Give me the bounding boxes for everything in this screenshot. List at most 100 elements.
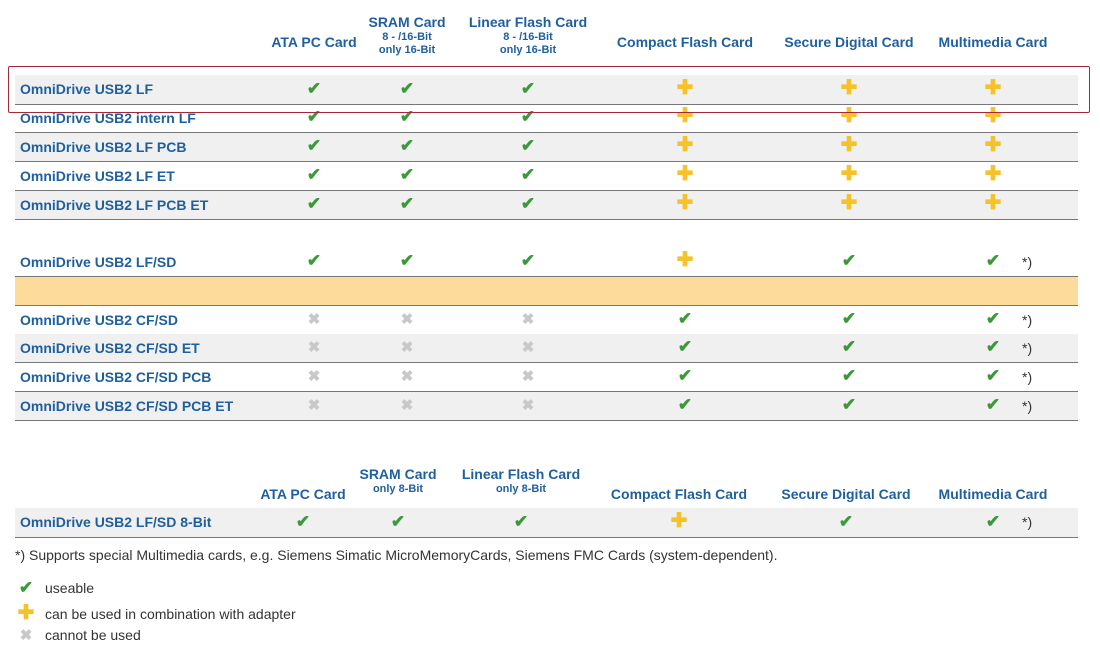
column-header-title: ATA PC Card (271, 34, 357, 50)
check-icon: ✔ (306, 79, 322, 98)
table-cell: ✔ (978, 306, 1008, 334)
column-header: ATA PC Card (223, 486, 383, 503)
column-header-title: Multimedia Card (938, 34, 1048, 50)
table-cell: ✚ (834, 75, 864, 104)
row-note: *) (1022, 514, 1033, 530)
table-cell: ✖ (513, 363, 543, 391)
column-header-title: Linear Flash Card (461, 466, 581, 482)
column-header-subtitle: 8 - /16-Bit (382, 30, 432, 43)
cross-icon: ✖ (521, 397, 535, 414)
table-cell: ✔ (392, 162, 422, 190)
check-icon: ✔ (399, 251, 415, 270)
row-label: OmniDrive USB2 CF/SD ET (20, 340, 200, 356)
table-cell: ✚ (978, 162, 1008, 190)
cross-icon: ✖ (521, 339, 535, 356)
legend-item: ✖ cannot be used (15, 627, 141, 643)
plus-icon: ✚ (676, 249, 694, 271)
table-cell: ✔ (978, 248, 1008, 276)
cross-icon: ✖ (400, 339, 414, 356)
column-header-title: Compact Flash Card (610, 486, 748, 502)
table-cell: ✔ (392, 75, 422, 104)
row-note: *) (1022, 312, 1033, 328)
table-cell: ✔ (513, 75, 543, 104)
plus-icon: ✚ (984, 192, 1002, 214)
table-row: OmniDrive USB2 CF/SD PCB ✖ ✖ ✖ ✔ ✔ ✔ *) (15, 363, 1078, 392)
table-cell: ✔ (513, 248, 543, 276)
table-cell: ✔ (299, 133, 329, 161)
cross-icon: ✖ (19, 627, 33, 644)
cross-icon: ✖ (400, 397, 414, 414)
check-icon: ✔ (18, 578, 34, 597)
table-cell: ✚ (670, 162, 700, 190)
table-cell: ✔ (392, 133, 422, 161)
table-cell: ✔ (978, 508, 1008, 537)
check-icon: ✔ (985, 395, 1001, 414)
check-icon: ✔ (985, 251, 1001, 270)
check-icon: ✔ (306, 194, 322, 213)
table-cell: ✔ (670, 306, 700, 334)
check-icon: ✔ (838, 512, 854, 531)
column-header-subtitle: only 16-Bit (378, 43, 436, 56)
table-cell: ✚ (670, 248, 700, 276)
column-header: Secure Digital Card (766, 486, 926, 503)
plus-icon: ✚ (676, 77, 694, 99)
selected-row-highlight (8, 66, 1090, 113)
footnote: *) Supports special Multimedia cards, e.… (15, 547, 778, 563)
plus-icon: ✚ (984, 105, 1002, 127)
check-icon: ✔ (841, 251, 857, 270)
column-header-title: SRAM Card (368, 14, 446, 30)
table-cell: ✚ (834, 162, 864, 190)
check-icon: ✔ (520, 79, 536, 98)
table-cell: ✔ (834, 392, 864, 420)
cross-icon: ✖ (400, 311, 414, 328)
table-cell: ✔ (299, 75, 329, 104)
table-cell: ✔ (978, 334, 1008, 362)
row-label: OmniDrive USB2 LF PCB (20, 139, 187, 155)
check-icon: ✔ (985, 337, 1001, 356)
check-icon: ✔ (841, 309, 857, 328)
column-header: Multimedia Card (913, 34, 1073, 51)
table-row: OmniDrive USB2 CF/SD ✖ ✖ ✖ ✔ ✔ ✔ *) (15, 306, 1078, 335)
row-label: OmniDrive USB2 LF (20, 81, 154, 97)
table-cell: ✚ (670, 133, 700, 161)
table-cell: ✔ (513, 191, 543, 219)
plus-icon: ✚ (984, 77, 1002, 99)
table-cell: ✔ (831, 508, 861, 537)
row-label: OmniDrive USB2 LF ET (20, 168, 175, 184)
table-cell: ✔ (299, 191, 329, 219)
plus-icon: ✚ (840, 77, 858, 99)
table-cell: ✚ (670, 104, 700, 132)
table-row: OmniDrive USB2 LF/SD 8-Bit ✔ ✔ ✔ ✚ ✔ ✔ *) (15, 508, 1078, 538)
table-cell: ✔ (670, 334, 700, 362)
cross-icon: ✖ (521, 311, 535, 328)
plus-icon: ✚ (676, 105, 694, 127)
cross-icon: ✖ (521, 368, 535, 385)
separator-row (15, 277, 1078, 306)
table-cell: ✔ (834, 306, 864, 334)
plus-icon: ✚ (676, 192, 694, 214)
column-header: Linear Flash Card only 8-Bit (441, 466, 601, 496)
column-header: Compact Flash Card (605, 34, 765, 51)
table-cell: ✖ (513, 334, 543, 362)
column-header-title: SRAM Card (359, 466, 437, 482)
check-icon: ✔ (399, 79, 415, 98)
plus-icon: ✚ (670, 510, 688, 532)
column-header: Multimedia Card (913, 486, 1073, 503)
table-row: OmniDrive USB2 LF PCB ET ✔ ✔ ✔ ✚ ✚ ✚ (15, 191, 1078, 220)
row-note: *) (1022, 340, 1033, 356)
check-icon: ✔ (677, 395, 693, 414)
table-row: OmniDrive USB2 CF/SD ET ✖ ✖ ✖ ✔ ✔ ✔ *) (15, 334, 1078, 363)
cross-icon: ✖ (307, 311, 321, 328)
row-note: *) (1022, 254, 1033, 270)
plus-icon: ✚ (676, 163, 694, 185)
table-cell: ✔ (513, 133, 543, 161)
table-cell: ✖ (299, 363, 329, 391)
check-icon: ✔ (841, 366, 857, 385)
cross-icon: ✖ (307, 397, 321, 414)
check-icon: ✔ (520, 251, 536, 270)
table-row: OmniDrive USB2 LF ET ✔ ✔ ✔ ✚ ✚ ✚ (15, 162, 1078, 191)
table-cell: ✚ (834, 133, 864, 161)
plus-icon: ✚ (840, 105, 858, 127)
column-header-subtitle: only 16-Bit (499, 43, 557, 56)
table-cell: ✔ (670, 392, 700, 420)
